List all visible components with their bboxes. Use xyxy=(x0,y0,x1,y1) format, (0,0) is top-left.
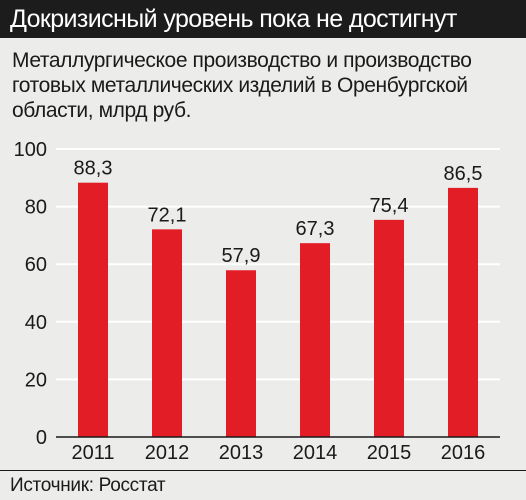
x-tick-label: 2011 xyxy=(71,442,114,464)
bar xyxy=(78,182,108,437)
chart-title: Металлургическое производство и производ… xyxy=(12,49,472,122)
y-tick-label: 60 xyxy=(25,254,47,276)
bar xyxy=(300,243,330,437)
y-tick-label: 40 xyxy=(25,312,47,334)
x-tick-label: 2012 xyxy=(145,442,190,464)
data-label: 72,1 xyxy=(148,204,187,226)
header-bar: Докризисный уровень пока не достигнут xyxy=(0,0,526,38)
x-tick-label: 2013 xyxy=(219,442,264,464)
footer-divider xyxy=(0,470,526,471)
x-tick-label: 2014 xyxy=(293,442,338,464)
source-note: Источник: Росстат xyxy=(10,475,166,496)
y-tick-label: 0 xyxy=(36,427,47,449)
bar xyxy=(152,229,182,437)
bar xyxy=(226,270,256,437)
grid-lines xyxy=(56,148,500,381)
data-label: 88,3 xyxy=(74,158,113,180)
x-tick-label: 2015 xyxy=(367,442,412,464)
data-label: 86,5 xyxy=(444,163,483,185)
x-axis-tick-labels: 2011 2012 2013 2014 2015 2016 xyxy=(71,442,485,464)
y-tick-label: 20 xyxy=(25,369,47,391)
data-label: 67,3 xyxy=(296,218,335,240)
bars xyxy=(78,182,478,437)
y-tick-label: 80 xyxy=(25,197,47,219)
data-label: 57,9 xyxy=(222,245,261,267)
data-label: 75,4 xyxy=(370,195,409,217)
bar xyxy=(374,219,404,437)
page-title: Докризисный уровень пока не достигнут xyxy=(10,5,457,33)
bar xyxy=(448,187,478,437)
value-labels: 88,3 72,1 57,9 67,3 75,4 86,5 xyxy=(74,158,483,268)
x-tick-label: 2016 xyxy=(441,442,486,464)
y-axis-tick-labels: 0 20 40 60 80 100 xyxy=(14,139,47,449)
y-tick-label: 100 xyxy=(14,139,47,161)
